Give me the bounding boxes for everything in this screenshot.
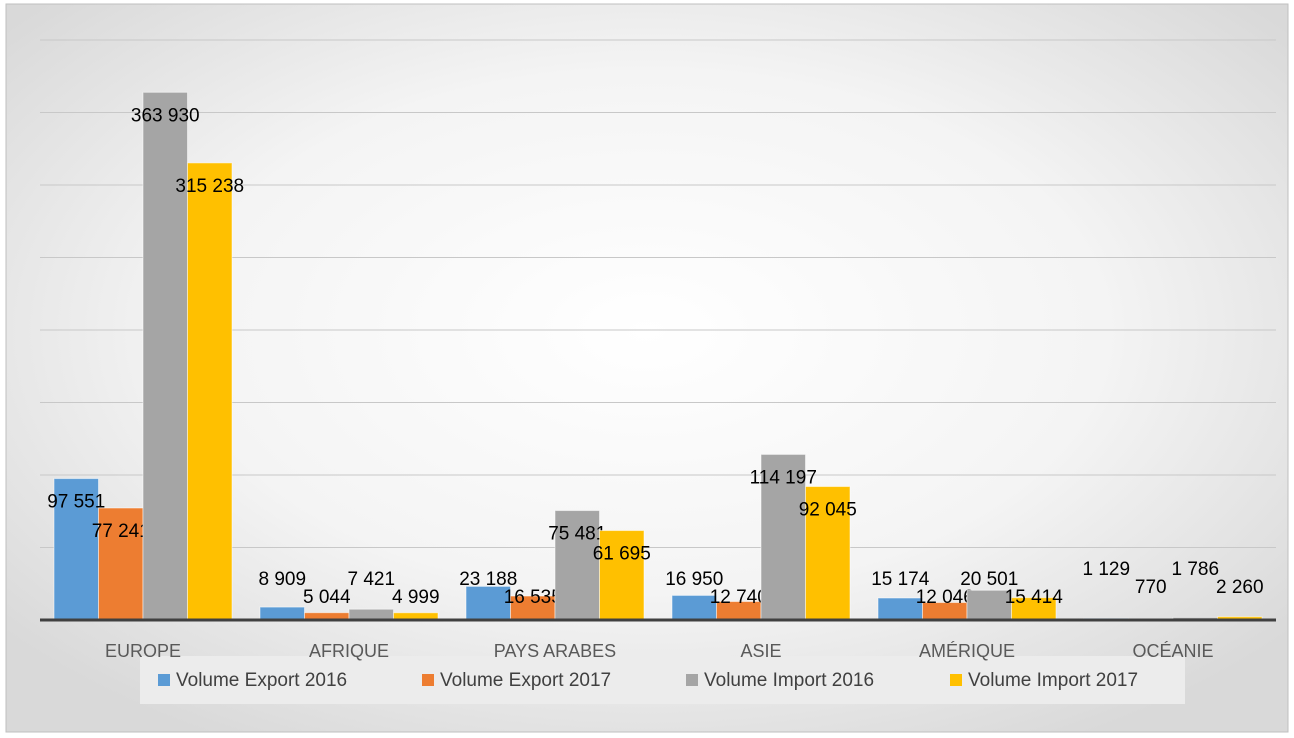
x-tick-label: ASIE	[740, 641, 781, 661]
bar	[142, 91, 188, 621]
data-label: 114 197	[750, 467, 817, 488]
data-label: 4 999	[392, 587, 440, 608]
x-tick-label: OCÉANIE	[1132, 641, 1213, 661]
x-tick-label: EUROPE	[105, 641, 181, 661]
bar	[53, 478, 99, 621]
data-label: 315 238	[175, 176, 244, 197]
data-label: 12 740	[710, 587, 768, 608]
legend-box	[140, 656, 1185, 704]
legend-label: Volume Import 2016	[704, 670, 874, 691]
data-label: 363 930	[131, 105, 200, 126]
legend-swatch	[422, 674, 434, 686]
bar	[187, 162, 233, 621]
data-label: 61 695	[593, 544, 651, 565]
data-label: 5 044	[303, 587, 351, 608]
data-label: 12 046	[916, 587, 974, 608]
legend-swatch	[686, 674, 698, 686]
data-label: 1 786	[1171, 559, 1219, 580]
legend-swatch	[950, 674, 962, 686]
legend-label: Volume Export 2016	[176, 670, 347, 691]
data-label: 75 481	[548, 524, 606, 545]
data-label: 770	[1135, 577, 1167, 598]
bar	[259, 606, 305, 621]
x-tick-label: AMÉRIQUE	[919, 641, 1015, 661]
bar	[805, 486, 851, 621]
legend-swatch	[158, 674, 170, 686]
legend-label: Volume Export 2017	[440, 670, 611, 691]
bar	[98, 507, 144, 621]
x-tick-label: PAYS ARABES	[494, 641, 616, 661]
data-label: 15 174	[871, 569, 930, 590]
bar	[966, 589, 1012, 621]
data-label: 92 045	[799, 500, 857, 521]
data-label: 1 129	[1082, 559, 1130, 580]
data-label: 20 501	[960, 569, 1018, 590]
bar	[348, 608, 394, 621]
data-label: 23 188	[459, 569, 517, 590]
bar	[760, 453, 806, 621]
bar	[465, 585, 511, 621]
data-label: 16 535	[504, 587, 562, 608]
data-label: 7 421	[347, 569, 395, 590]
data-label: 15 414	[1005, 587, 1064, 608]
data-label: 97 551	[47, 492, 105, 513]
legend-label: Volume Import 2017	[968, 670, 1138, 691]
data-label: 77 241	[92, 521, 150, 542]
data-label: 2 260	[1216, 577, 1264, 598]
x-tick-label: AFRIQUE	[309, 641, 389, 661]
data-label: 8 909	[258, 569, 306, 590]
data-label: 16 950	[665, 569, 723, 590]
